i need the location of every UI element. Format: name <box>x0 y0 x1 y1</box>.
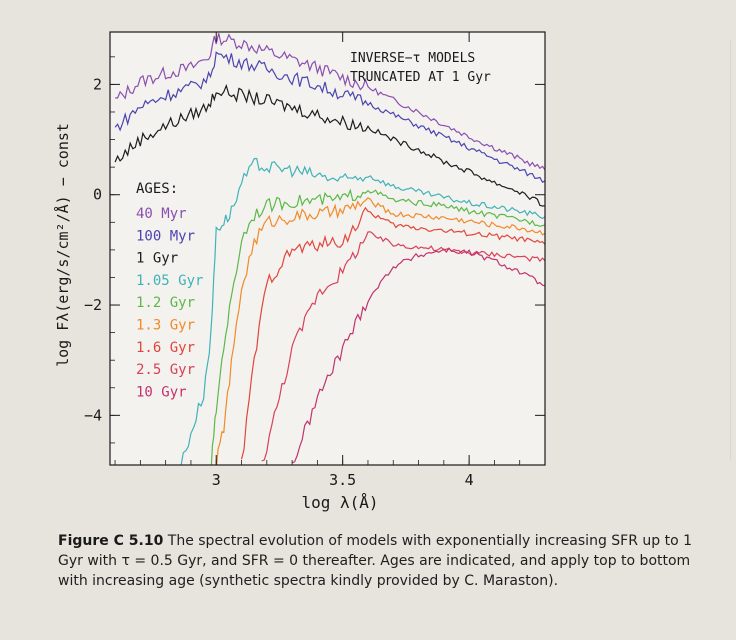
caption-text: The spectral evolution of models with ex… <box>58 533 693 589</box>
legend-entry: 2.5 Gyr <box>136 362 195 378</box>
chart-subtitle: TRUNCATED AT 1 Gyr <box>350 70 491 85</box>
x-tick-label: 3 <box>212 471 221 489</box>
chart-title: INVERSE−τ MODELS <box>350 51 475 66</box>
series-line-2.5-gyr <box>261 231 545 462</box>
series-line-1-gyr <box>114 83 545 207</box>
x-tick-label: 3.5 <box>329 471 356 489</box>
figure-caption: Figure C 5.10 The spectral evolution of … <box>58 531 698 591</box>
y-tick-label: 0 <box>93 186 102 204</box>
legend-entry: 10 Gyr <box>136 384 187 400</box>
legend-entry: 1.6 Gyr <box>136 340 195 356</box>
legend-entry: 1 Gyr <box>136 251 178 267</box>
legend-entry: 1.3 Gyr <box>136 318 195 334</box>
series-line-1.3-gyr <box>216 197 545 465</box>
series-line-40-myr <box>115 33 545 171</box>
series-line-1.05-gyr <box>180 157 545 465</box>
legend-entry: 100 Myr <box>136 228 195 244</box>
legend-title: AGES: <box>136 181 178 197</box>
x-axis-label: log λ(Å) <box>301 493 378 512</box>
x-tick-label: 4 <box>465 471 474 489</box>
legend-entry: 1.2 Gyr <box>136 295 195 311</box>
y-tick-label: 2 <box>93 75 102 93</box>
series-line-1.6-gyr <box>240 206 545 460</box>
y-tick-label: −4 <box>84 406 102 424</box>
legend-entry: 1.05 Gyr <box>136 273 203 289</box>
plot-area <box>110 32 545 465</box>
plot-frame <box>109 31 546 466</box>
series-line-100-myr <box>114 51 545 184</box>
figure-number: Figure C 5.10 <box>58 533 164 549</box>
spectral-evolution-chart: 3 3.5 4 2 0 −2 −4 INVERSE−τ MODELS TRUNCATED A… <box>53 31 546 512</box>
legend-entry: 40 Myr <box>136 206 187 222</box>
series-line-1.2-gyr <box>210 188 545 465</box>
bleed-through-text <box>560 40 731 460</box>
y-axis-label: log Fλ(erg/s/cm²/Å) − const <box>53 123 72 367</box>
series-line-10-gyr <box>291 247 545 464</box>
y-tick-label: −2 <box>84 296 102 314</box>
legend: 40 Myr 100 Myr 1 Gyr 1.05 Gyr 1.2 Gyr 1.3 Gyr… <box>136 206 203 400</box>
